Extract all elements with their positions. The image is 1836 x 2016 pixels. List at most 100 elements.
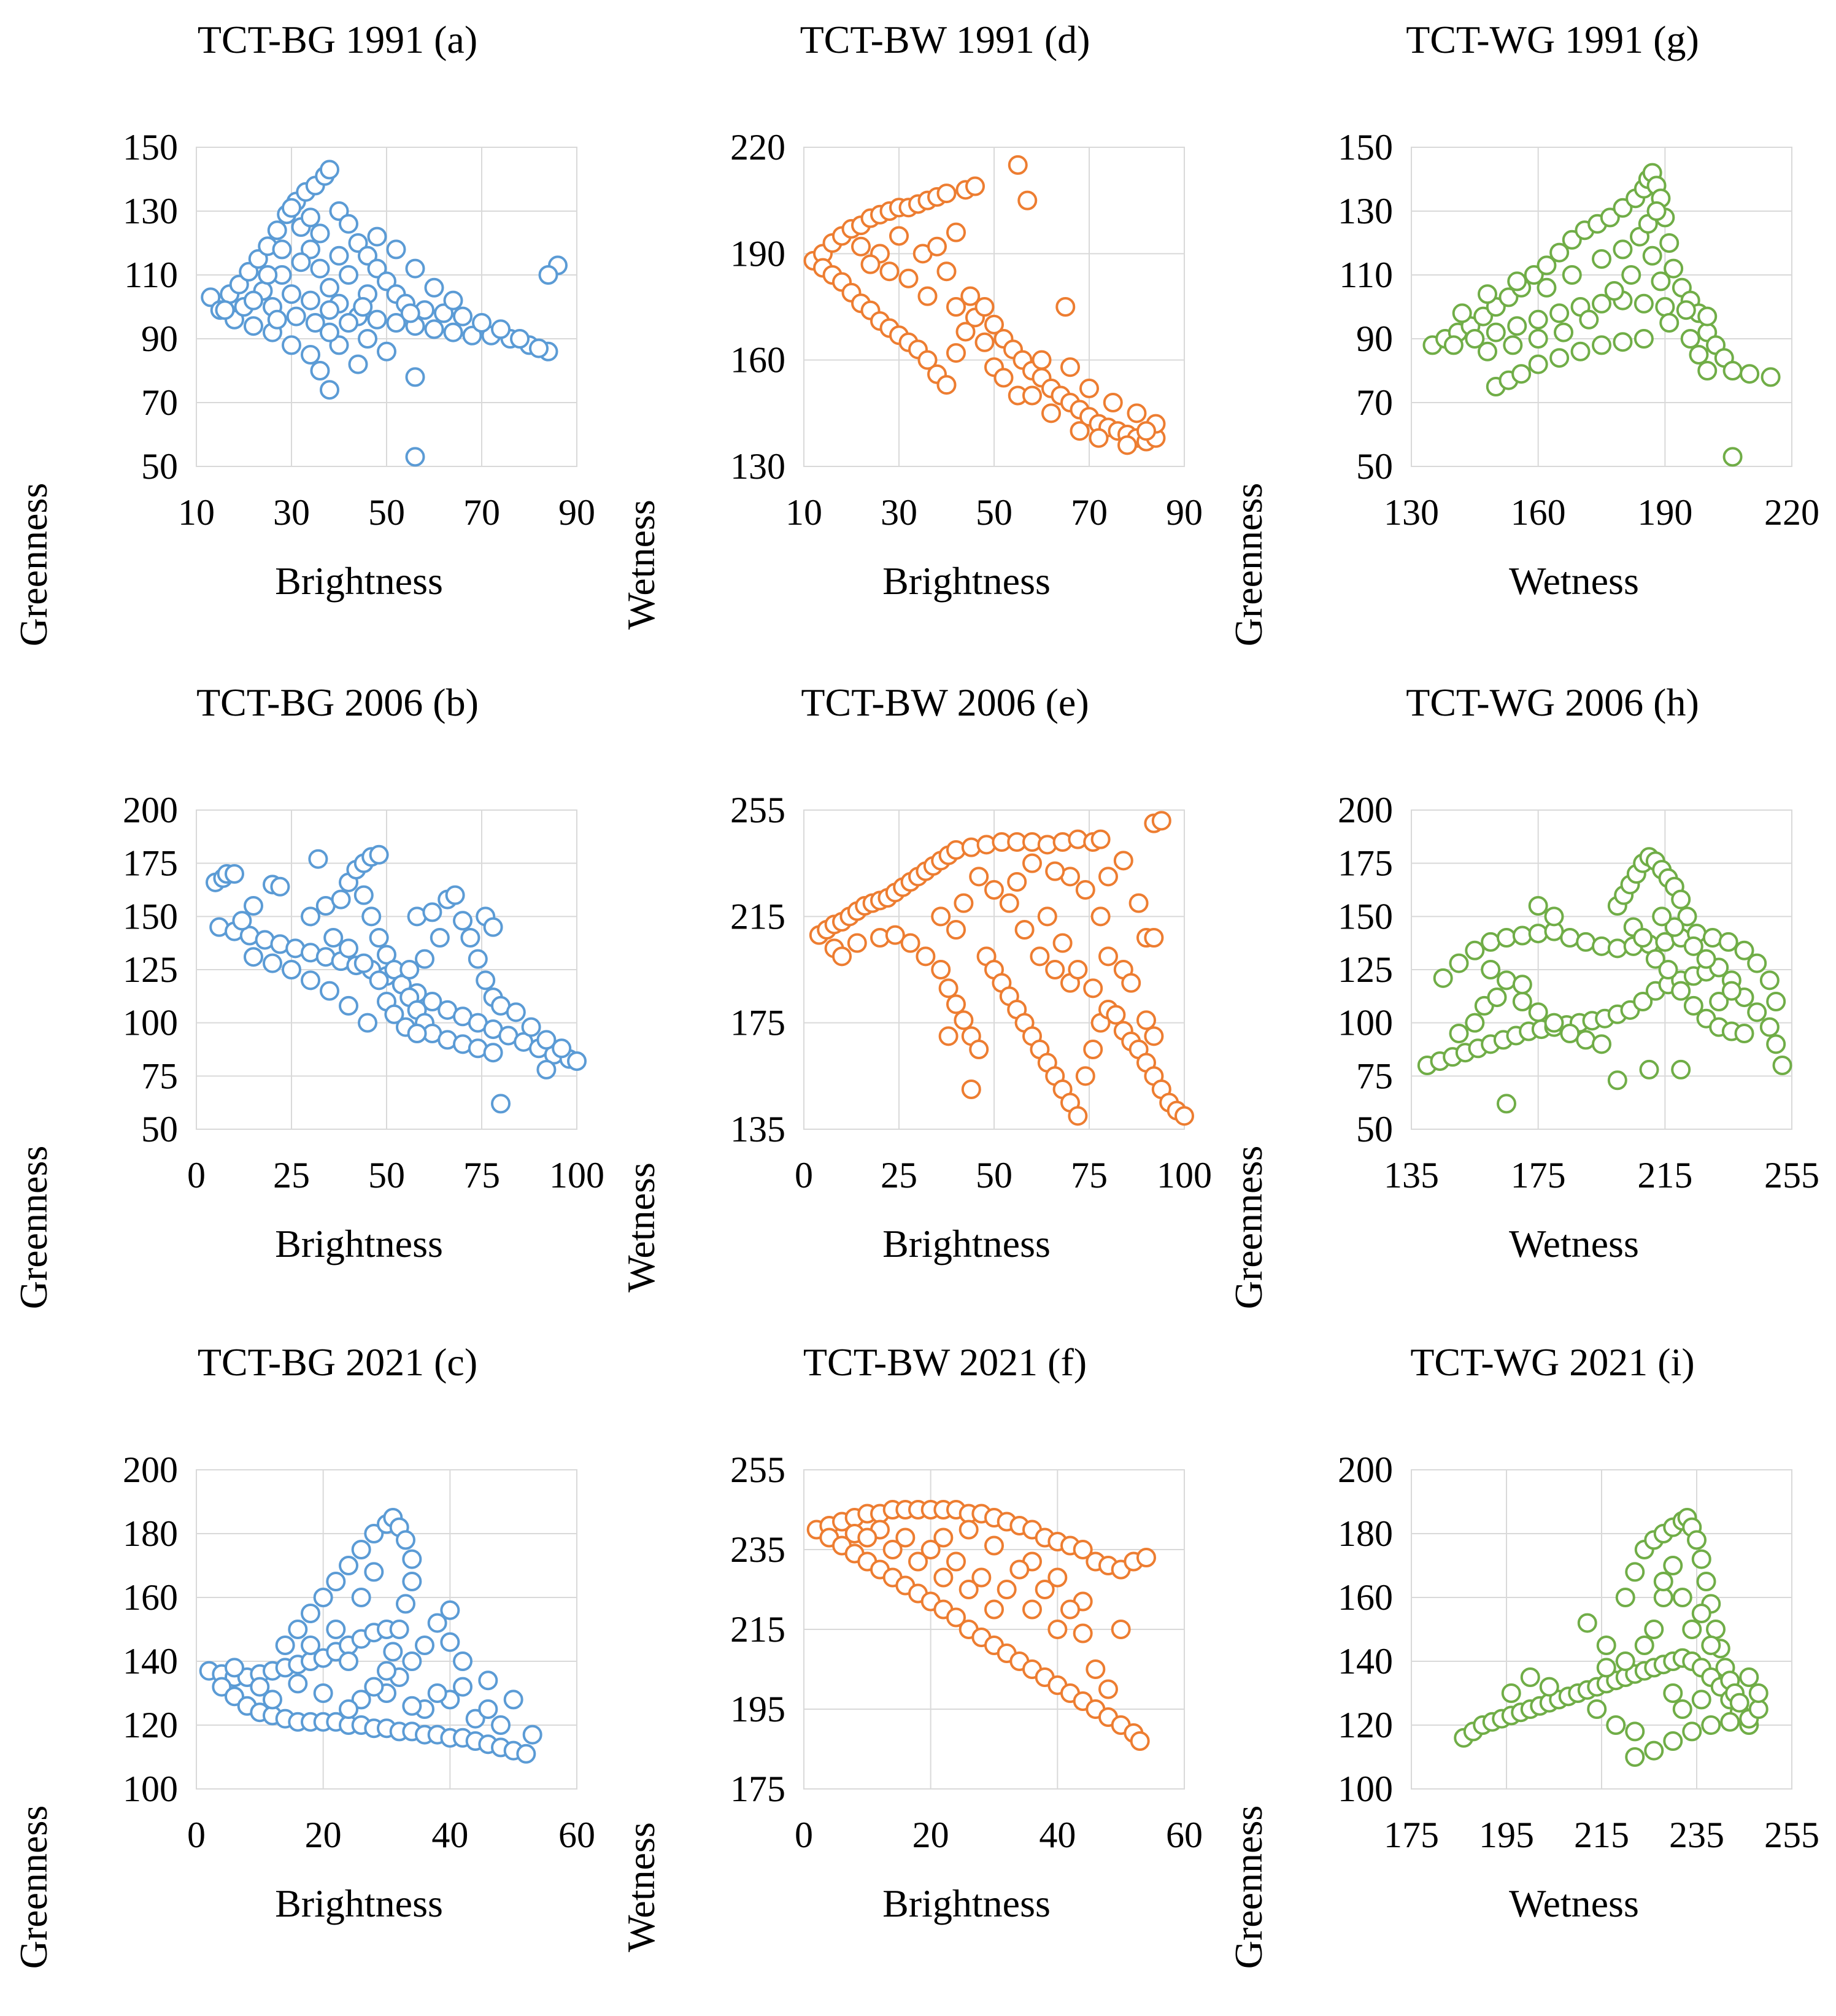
data-point: [434, 303, 453, 323]
data-point: [282, 335, 301, 355]
x-tick-label: 0: [795, 1155, 813, 1195]
data-point: [1696, 949, 1716, 969]
data-point: [1576, 932, 1596, 952]
data-point: [1433, 968, 1453, 988]
y-tick-label: 160: [123, 1577, 178, 1618]
data-point: [301, 290, 320, 311]
data-point: [1151, 811, 1171, 831]
data-point: [1663, 1683, 1683, 1703]
data-point: [1600, 207, 1620, 228]
data-point: [1653, 1588, 1673, 1607]
data-point: [847, 933, 867, 953]
data-point: [916, 946, 936, 967]
data-point: [1060, 1599, 1080, 1620]
y-tick-label: 235: [730, 1529, 785, 1570]
data-point: [851, 236, 871, 257]
data-point: [1537, 255, 1557, 276]
data-point: [974, 297, 995, 317]
data-point: [1497, 970, 1516, 991]
data-point: [462, 325, 482, 346]
data-point: [1576, 1030, 1596, 1050]
x-tick-label: 10: [178, 492, 215, 533]
data-point: [339, 214, 358, 234]
data-point: [506, 1002, 526, 1022]
x-tick-label: 20: [912, 1815, 949, 1855]
data-point: [1691, 1604, 1711, 1623]
data-point: [415, 949, 434, 969]
data-point: [1127, 403, 1147, 423]
data-point: [1030, 946, 1050, 967]
data-point: [1022, 385, 1042, 406]
data-point: [860, 254, 881, 274]
data-point: [1144, 1026, 1164, 1046]
x-tick-label: 70: [463, 492, 500, 533]
y-tick-label: 175: [730, 1769, 785, 1809]
data-point: [1734, 940, 1754, 960]
data-point: [552, 1038, 572, 1059]
scatter-plot: 0 20 40 60 100 120 140 160 180 200: [123, 1450, 595, 1855]
y-tick-label: 120: [123, 1705, 178, 1745]
data-point: [1098, 946, 1118, 967]
scatter-plot: 0 25 50 75 100 50 75 100 125 150 175 200: [123, 790, 604, 1195]
x-axis-label: Wetness: [1509, 559, 1639, 603]
data-point: [1022, 853, 1042, 873]
data-point: [1498, 287, 1519, 307]
data-point: [1090, 906, 1111, 927]
data-point: [1032, 350, 1052, 370]
data-point: [377, 271, 396, 292]
data-point: [898, 268, 919, 288]
data-point: [1544, 1013, 1564, 1033]
data-point: [1691, 1549, 1711, 1569]
x-tick-label: 25: [881, 1155, 917, 1195]
data-point: [1549, 303, 1570, 323]
data-point: [1449, 953, 1469, 973]
data-point: [1570, 341, 1591, 361]
data-point: [1720, 1712, 1740, 1732]
data-point: [1706, 1620, 1726, 1639]
data-point: [383, 1642, 403, 1662]
data-point: [424, 277, 444, 298]
y-tick-label: 150: [123, 896, 178, 937]
y-tick-label: 100: [123, 1769, 178, 1809]
data-point: [1052, 933, 1073, 953]
data-point: [402, 1651, 422, 1671]
data-point: [1652, 906, 1672, 927]
data-point: [1079, 378, 1099, 398]
data-point: [1722, 447, 1743, 467]
data-point: [908, 1551, 928, 1572]
data-point: [367, 309, 387, 330]
data-point: [225, 1658, 244, 1678]
data-point: [301, 906, 320, 927]
data-point: [225, 864, 244, 884]
data-point: [1687, 1530, 1707, 1550]
data-point: [1621, 265, 1641, 285]
data-point: [369, 844, 389, 865]
y-tick-label: 190: [730, 233, 785, 274]
data-point: [353, 885, 374, 905]
data-point: [1722, 361, 1743, 380]
x-axis-label: Wetness: [1509, 1882, 1639, 1925]
data-point: [1562, 230, 1582, 250]
chart-title: TCT-WG 2006 (h): [1406, 681, 1699, 724]
data-point: [1659, 233, 1680, 253]
data-point: [291, 252, 311, 272]
data-point: [244, 290, 263, 311]
data-point: [946, 1607, 966, 1628]
data-point: [326, 1572, 346, 1591]
data-point: [377, 944, 396, 965]
x-tick-label: 255: [1764, 1815, 1819, 1855]
data-point: [961, 1079, 981, 1099]
scatter-panel: TCT-BG 2006 (b) Greenness Brightness 0 25 50 7…: [0, 669, 608, 1326]
data-point: [272, 239, 292, 260]
data-point: [483, 917, 503, 937]
data-point: [1136, 421, 1156, 441]
data-point: [1683, 936, 1703, 956]
data-point: [301, 239, 320, 260]
x-tick-label: 50: [976, 1155, 1012, 1195]
data-point: [424, 319, 444, 339]
y-tick-label: 110: [124, 255, 178, 295]
y-tick-label: 150: [1338, 896, 1393, 937]
data-point: [946, 297, 966, 317]
scatter-plot: 10 30 50 70 90 50 70 90 110 130 150: [123, 127, 595, 533]
data-point: [1680, 329, 1700, 349]
